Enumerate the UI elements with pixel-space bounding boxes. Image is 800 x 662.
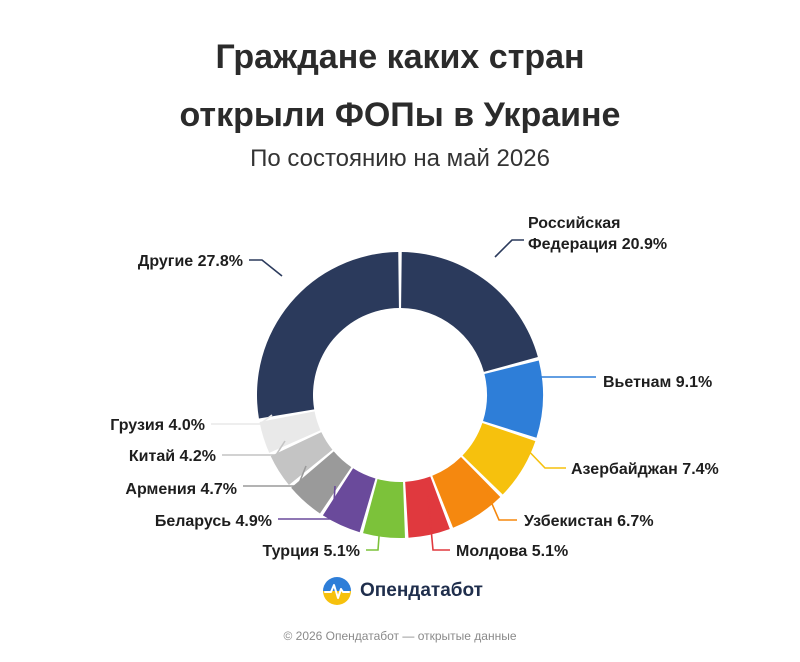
leader-line	[482, 482, 517, 521]
slice-label: Беларусь 4.9%	[155, 513, 272, 530]
slice-label: Китай 4.2%	[129, 448, 216, 465]
donut-slice	[270, 432, 333, 486]
leader-line	[211, 414, 273, 425]
opendatabot-logo-icon	[323, 577, 351, 605]
slice-labels: Российская Федерация 20.9% Вьетнам 9.1% Азе…	[110, 215, 719, 560]
donut-slice	[291, 451, 352, 514]
label-leader-lines	[211, 239, 596, 551]
donut-slice	[322, 468, 376, 533]
leader-line	[243, 465, 307, 487]
donut-slice	[401, 252, 538, 372]
slice-label: Другие 27.8%	[138, 253, 243, 270]
leader-line	[249, 259, 283, 277]
slice-label: Вьетнам 9.1%	[603, 374, 712, 391]
chart-title-line-2: открыли ФОПы в Украине	[179, 96, 621, 134]
donut-slice	[259, 411, 321, 453]
leader-line	[222, 440, 286, 456]
chart-title-line-1: Граждане каких стран	[215, 38, 585, 76]
leader-line	[494, 239, 524, 258]
leader-line	[366, 496, 383, 551]
donut-slices	[257, 252, 543, 538]
brand-name: Опендатабот	[360, 580, 483, 601]
donut-slice	[363, 479, 405, 538]
slice-label: Российская Федерация 20.9%	[528, 215, 667, 253]
footer-credit: © 2026 Опендатабот — открытые данные	[283, 629, 517, 643]
chart-subtitle: По состоянию на май 2026	[250, 145, 550, 172]
leader-line	[519, 441, 566, 469]
leader-line	[278, 485, 336, 520]
donut-slice	[257, 252, 399, 419]
donut-slice	[405, 476, 450, 538]
donut-slice	[432, 457, 501, 528]
slice-label: Армения 4.7%	[125, 481, 237, 498]
donut-slice	[462, 423, 536, 495]
slice-label: Турция 5.1%	[262, 543, 360, 560]
donut-slice	[483, 360, 543, 438]
slice-label: Азербайджан 7.4%	[571, 461, 719, 478]
leader-line	[427, 495, 450, 551]
slice-label: Молдова 5.1%	[456, 543, 568, 560]
brand-logo: Опендатабот	[322, 576, 483, 606]
slice-label: Узбекистан 6.7%	[524, 513, 654, 530]
slice-label: Грузия 4.0%	[110, 417, 205, 434]
